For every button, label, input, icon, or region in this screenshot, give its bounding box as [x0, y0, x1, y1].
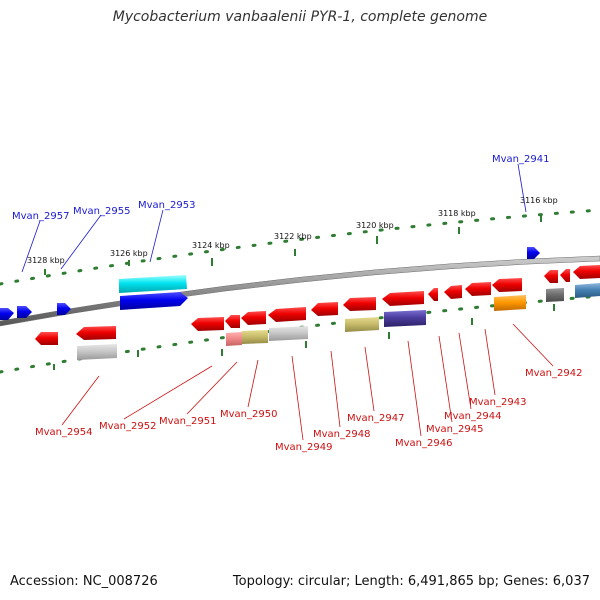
ruler-label: 3126 kbp [110, 249, 148, 258]
gene-box[interactable] [575, 283, 600, 298]
gene-arrow-forward[interactable] [119, 275, 187, 293]
gene-arrow-forward[interactable] [120, 292, 188, 310]
gene-arrow-reverse[interactable] [76, 326, 116, 340]
gene-arrow-forward[interactable] [17, 306, 32, 318]
leader-line [407, 340, 422, 437]
leader-line [186, 361, 238, 415]
gene-arrow-reverse[interactable] [382, 291, 424, 306]
gene-box[interactable] [546, 288, 564, 302]
gene-label[interactable]: Mvan_2950 [220, 409, 277, 420]
ruler-label: 3118 kbp [438, 209, 476, 218]
gene-box[interactable] [242, 330, 268, 344]
gene-arrow-reverse[interactable] [544, 270, 558, 283]
leader-line [60, 214, 102, 270]
forward-gene-labels: Mvan_2957 Mvan_2955 Mvan_2953 Mvan_2941 [12, 154, 549, 222]
gene-arrow-reverse[interactable] [465, 282, 491, 296]
gene-arrow-reverse[interactable] [35, 332, 58, 345]
gene-box[interactable] [345, 317, 379, 332]
leader-line [330, 350, 341, 428]
gene-arrow-reverse[interactable] [560, 269, 570, 282]
gene-arrow-reverse[interactable] [225, 315, 240, 328]
gene-label[interactable]: Mvan_2948 [313, 429, 370, 440]
reverse-leader-lines [61, 323, 554, 441]
gene-label[interactable]: Mvan_2949 [275, 442, 332, 453]
leader-line [438, 335, 453, 423]
gene-label[interactable]: Mvan_2952 [99, 421, 156, 432]
gene-label[interactable]: Mvan_2944 [444, 411, 501, 422]
gene-label[interactable]: Mvan_2957 [12, 211, 69, 222]
forward-strand-genes [0, 247, 540, 320]
ruler-label: 3116 kbp [520, 196, 558, 205]
gene-label[interactable]: Mvan_2946 [395, 438, 452, 449]
gene-arrow-forward[interactable] [527, 247, 540, 259]
gene-label[interactable]: Mvan_2941 [492, 154, 549, 165]
gene-label[interactable]: Mvan_2954 [35, 427, 92, 438]
leader-line [149, 209, 164, 263]
gene-label[interactable]: Mvan_2953 [138, 200, 195, 211]
ruler-track [0, 208, 600, 286]
gene-box[interactable] [384, 310, 426, 327]
gene-box[interactable] [494, 295, 526, 311]
coordinate-ruler: 3128 kbp 3126 kbp 3124 kbp 3122 kbp 3120… [0, 196, 600, 286]
ruler-label: 3120 kbp [356, 221, 394, 230]
gene-arrow-reverse[interactable] [311, 302, 338, 316]
gene-arrow-forward[interactable] [0, 308, 14, 320]
gene-arrow-reverse[interactable] [241, 311, 266, 325]
gene-label[interactable]: Mvan_2951 [159, 416, 216, 427]
gene-arrow-reverse[interactable] [428, 288, 438, 301]
gene-arrow-reverse[interactable] [492, 278, 522, 292]
leader-line [484, 328, 496, 396]
ruler-label: 3122 kbp [274, 232, 312, 241]
leader-line [291, 355, 304, 441]
gene-label[interactable]: Mvan_2947 [347, 413, 404, 424]
ruler-label: 3124 kbp [192, 241, 230, 250]
leader-line [61, 375, 100, 426]
accession-text: Accession: NC_008726 [10, 574, 158, 589]
gene-label[interactable]: Mvan_2955 [73, 206, 130, 217]
leader-line [512, 323, 554, 367]
gene-box[interactable] [269, 326, 308, 341]
gene-box[interactable] [226, 332, 242, 346]
reverse-gene-labels: Mvan_2954 Mvan_2952 Mvan_2951 Mvan_2950 … [35, 368, 582, 453]
gene-label[interactable]: Mvan_2945 [426, 424, 483, 435]
leader-line [21, 220, 41, 273]
reverse-strand-genes [35, 265, 600, 360]
genome-summary-text: Topology: circular; Length: 6,491,865 bp… [232, 574, 590, 589]
gene-label[interactable]: Mvan_2942 [525, 368, 582, 379]
leader-line [123, 365, 213, 420]
gene-arrow-reverse[interactable] [343, 297, 376, 311]
forward-leader-lines [21, 163, 527, 273]
ruler-label: 3128 kbp [27, 256, 65, 265]
leader-line [247, 359, 259, 408]
leader-line [517, 163, 527, 213]
gene-box[interactable] [77, 344, 117, 360]
gene-label[interactable]: Mvan_2943 [469, 397, 526, 408]
map-title: Mycobacterium vanbaalenii PYR-1, complet… [112, 9, 488, 25]
gene-arrow-reverse[interactable] [268, 307, 306, 322]
gene-arrow-reverse[interactable] [573, 265, 600, 279]
gene-arrow-forward[interactable] [57, 303, 71, 315]
leader-line [364, 346, 375, 412]
leader-line [458, 332, 472, 410]
gene-arrow-reverse[interactable] [191, 317, 224, 331]
gene-arrow-reverse[interactable] [444, 285, 462, 299]
inner-ring-ticks [53, 304, 555, 370]
